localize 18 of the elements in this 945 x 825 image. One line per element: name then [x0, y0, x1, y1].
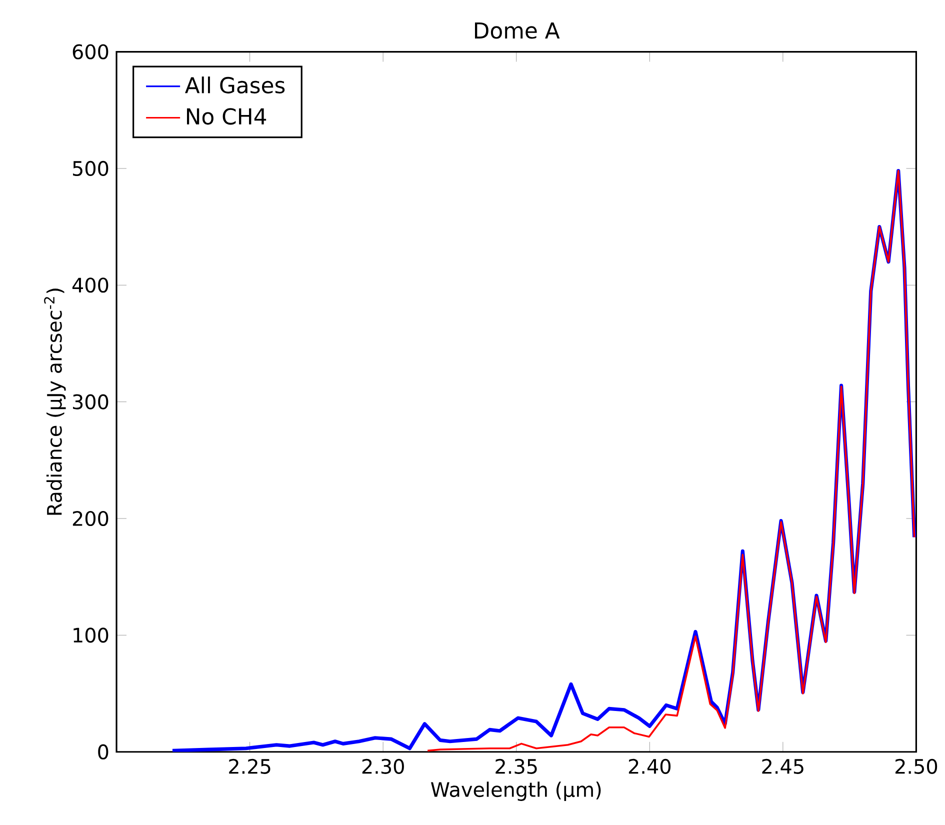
legend-label: All Gases [185, 76, 285, 94]
x-tick-label: 2.35 [496, 759, 537, 774]
x-tick-label: 2.50 [896, 759, 938, 774]
y-tick-label: 500 [72, 161, 108, 176]
y-tick-label: 200 [72, 511, 108, 526]
legend-label: No CH4 [186, 108, 266, 125]
y-tick-label: 0 [98, 744, 108, 760]
y-tick-label: 300 [72, 394, 108, 410]
x-tick-label: 2.40 [628, 759, 671, 774]
x-tick-label: 2.45 [762, 759, 804, 774]
x-tick-label: 2.30 [362, 759, 404, 774]
x-tick-label: 2.25 [229, 759, 270, 774]
y-tick-label: 600 [72, 44, 108, 60]
x-axis-title: Wavelength (μm) [430, 782, 601, 802]
y-axis-title: Radiance (μJy arcsec$^{-2}$) [44, 288, 66, 515]
chart-title: Dome A [474, 22, 560, 39]
y-tick-label: 400 [72, 278, 108, 293]
y-tick-label: 100 [74, 628, 108, 643]
